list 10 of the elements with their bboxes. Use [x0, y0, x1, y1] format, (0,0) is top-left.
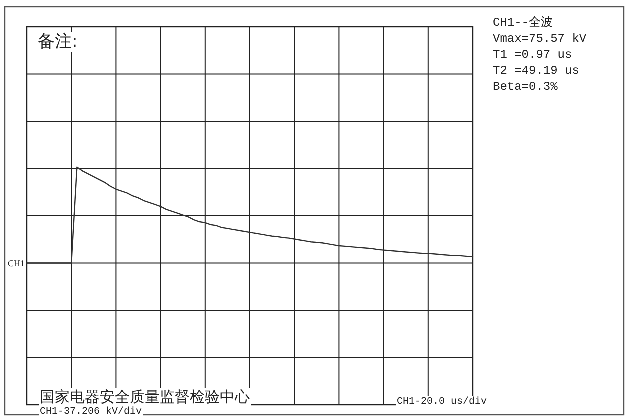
text: CH1--全波	[493, 16, 554, 30]
text: T1 =0.97 us	[493, 48, 572, 62]
text: Vmax=75.57 kV	[493, 32, 588, 46]
text: T2 =49.19 us	[493, 64, 580, 78]
text: 国家电器安全质量监督检验中心	[40, 388, 250, 406]
text: 备注:	[38, 32, 78, 52]
text: CH1-37.206 kV/div	[40, 406, 142, 418]
series-label: CH1	[8, 258, 25, 268]
text: Beta=0.3%	[493, 80, 559, 94]
text: CH1-20.0 us/div	[397, 396, 488, 408]
